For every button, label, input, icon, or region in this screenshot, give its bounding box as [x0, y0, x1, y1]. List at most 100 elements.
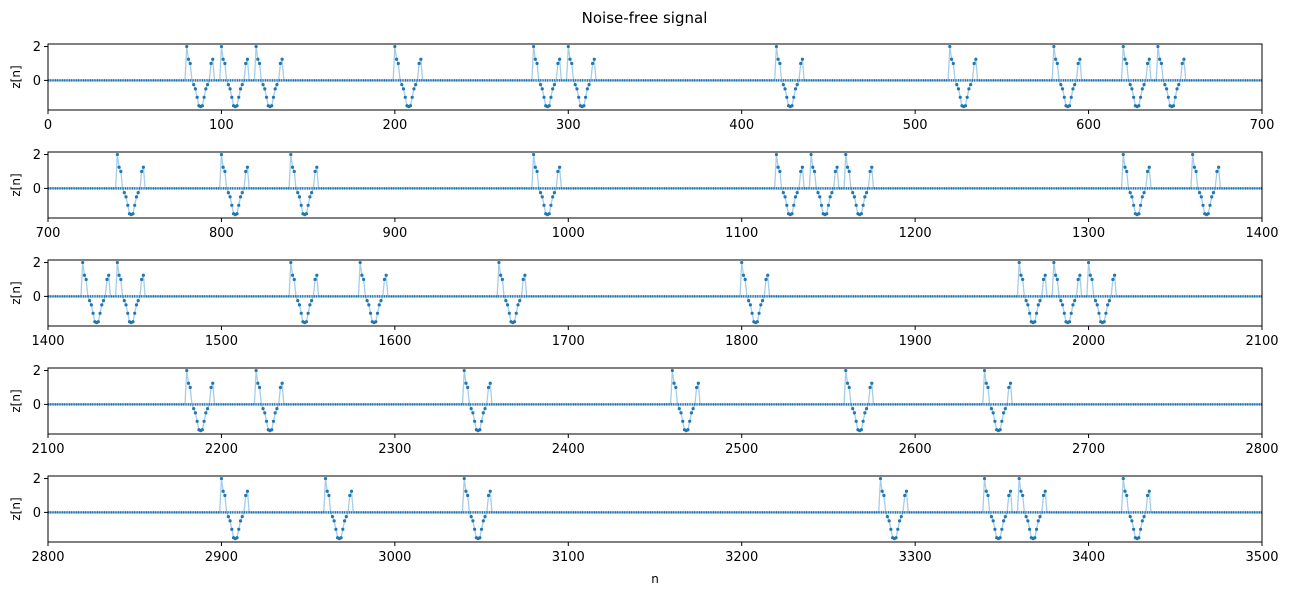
sample-point: [100, 303, 104, 307]
sample-point: [748, 303, 752, 307]
sample-point: [195, 95, 199, 99]
sample-point: [677, 407, 681, 411]
sample-point: [1147, 57, 1151, 61]
sample-point: [365, 299, 369, 303]
sample-point: [863, 411, 867, 415]
sample-point: [1147, 165, 1151, 169]
sample-point: [341, 527, 345, 531]
sample-point: [473, 527, 477, 531]
x-tick-label: 1900: [899, 334, 932, 349]
sample-point: [1175, 87, 1179, 91]
sample-point: [1166, 95, 1170, 99]
sample-point: [244, 493, 248, 498]
x-tick-label: 100: [209, 118, 234, 133]
sample-point: [1052, 44, 1056, 49]
sample-point: [1076, 61, 1080, 66]
sample-point: [989, 515, 994, 519]
sample-point: [566, 44, 570, 49]
sample-point: [240, 515, 244, 519]
sample-point: [1043, 273, 1047, 277]
y-axis-label: z[n]: [9, 281, 23, 304]
sample-point: [238, 519, 243, 523]
sample-point: [1095, 303, 1099, 307]
x-tick-label: 3100: [552, 550, 585, 565]
sample-point: [1060, 87, 1065, 91]
sample-point: [1171, 104, 1176, 108]
sample-point: [1017, 260, 1021, 265]
sample-point: [967, 87, 971, 91]
sample-point: [1123, 57, 1127, 61]
axes-frame: [47, 151, 1263, 219]
sample-point: [1078, 273, 1082, 277]
sample-point: [507, 311, 511, 315]
sample-point: [1177, 83, 1181, 87]
sample-point: [1038, 515, 1042, 519]
sample-point: [542, 95, 546, 99]
sample-point: [235, 212, 239, 216]
x-tick-label: 2100: [31, 442, 64, 457]
sample-point: [367, 303, 371, 307]
sample-point: [290, 165, 295, 169]
sample-point: [1060, 303, 1065, 307]
sample-point: [833, 169, 837, 174]
sample-point: [538, 191, 543, 195]
sample-point: [851, 407, 855, 411]
sample-point: [1165, 87, 1169, 91]
sample-point: [382, 277, 387, 282]
sample-point: [81, 260, 85, 265]
sample-point: [275, 407, 279, 411]
sample-point: [904, 489, 909, 493]
x-tick-label: 2600: [899, 442, 932, 457]
sample-point: [740, 260, 744, 265]
sample-point: [670, 368, 674, 373]
sample-point: [532, 152, 536, 157]
sample-point: [556, 61, 560, 66]
sample-point: [310, 299, 314, 303]
sample-point: [228, 87, 232, 91]
sample-point: [245, 57, 250, 61]
signal-line: [48, 370, 1262, 432]
sample-point: [238, 87, 243, 91]
sample-point: [270, 428, 274, 432]
sample-point: [257, 61, 262, 66]
sample-point: [134, 195, 139, 199]
sample-point: [852, 411, 857, 415]
sample-point: [185, 368, 189, 373]
sample-point: [126, 311, 130, 315]
sample-point: [289, 260, 293, 265]
sample-point: [296, 299, 300, 303]
sample-point: [1097, 311, 1101, 315]
sample-point: [549, 203, 553, 207]
sample-point: [982, 476, 987, 481]
sample-point: [126, 203, 130, 207]
sample-point: [587, 83, 591, 87]
sample-point: [1130, 519, 1134, 523]
sample-point: [689, 411, 694, 415]
sample-point: [958, 95, 962, 99]
y-axis-label: z[n]: [9, 389, 23, 412]
sample-point: [1076, 277, 1080, 282]
sample-point: [859, 428, 863, 432]
sample-point: [488, 489, 492, 493]
sample-point: [1024, 299, 1028, 303]
sample-point: [462, 476, 466, 481]
sample-point: [764, 277, 768, 282]
sample-point: [948, 44, 952, 49]
sample-point: [124, 303, 128, 307]
sample-point: [292, 169, 296, 174]
sample-point: [1123, 165, 1127, 169]
sample-point: [1159, 61, 1164, 66]
sample-point: [880, 489, 884, 493]
sample-point: [374, 320, 378, 324]
sample-point: [1121, 44, 1125, 49]
sample-point: [289, 152, 293, 157]
sample-point: [254, 368, 258, 373]
sample-point: [133, 203, 137, 207]
sample-point: [774, 152, 779, 157]
y-tick-label: 2: [33, 148, 41, 163]
sample-point: [332, 519, 336, 523]
x-tick-label: 1800: [725, 334, 758, 349]
signal-line: [48, 154, 1262, 216]
sample-point: [760, 299, 765, 303]
